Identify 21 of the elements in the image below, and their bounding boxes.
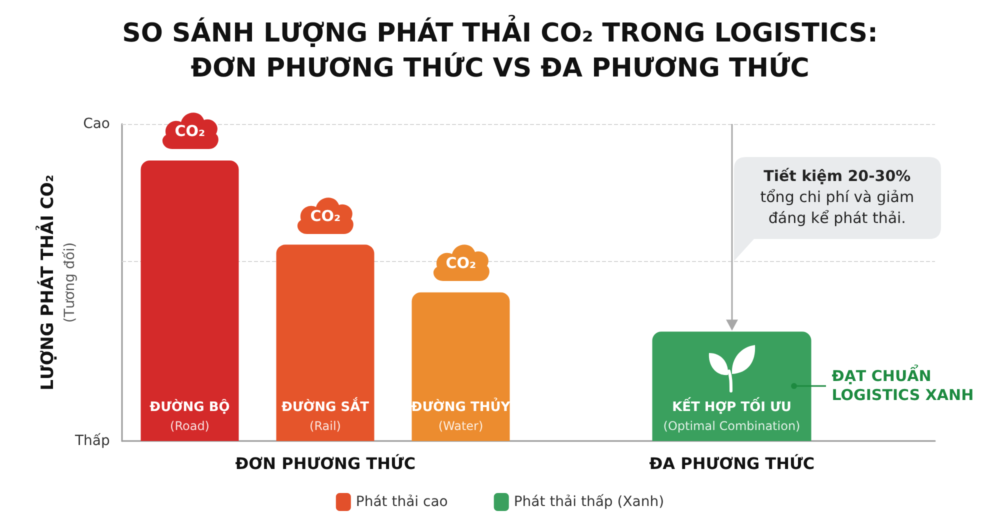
annotation: CO₂ — [310, 206, 341, 225]
legend-label: Phát thải cao — [356, 494, 448, 510]
annotation: CO₂ — [174, 122, 206, 140]
ref-line-label: Cao — [83, 116, 110, 132]
text: ĐA PHƯƠNG THỨC — [649, 453, 815, 475]
bar — [276, 244, 374, 441]
bar — [652, 332, 812, 441]
legend-label: Phát thải thấp (Xanh) — [514, 494, 664, 510]
y-axis-title: LƯỢNG PHÁT THẢI CO₂ (Tương đối) — [35, 174, 78, 390]
bar — [140, 160, 239, 441]
text: Thấp — [75, 432, 110, 450]
x-tick-label: KẾT HỢP TỐI ƯU (Optimal Combination) — [663, 397, 800, 433]
text: ĐƠN PHƯƠNG THỨC — [235, 453, 416, 475]
x-tick-label: ĐƯỜNG BỘ (Road) — [150, 398, 230, 433]
x-tick-label: ĐƯỜNG THỦY (Water) — [411, 397, 511, 433]
annotation: CO₂ — [446, 254, 476, 272]
annotation: Tiết kiệm 20-30% tổng chi phí và giảm đáng kể phát thải. — [760, 166, 914, 229]
chart-title: SO SÁNH LƯỢNG PHÁT THẢI CO₂ TRONG LOGISTICS: ĐƠN PHƯƠNG THỨC VS ĐA PHƯƠNG THỨC — [122, 14, 878, 84]
x-tick-label: ĐƯỜNG SẮT (Rail) — [282, 397, 370, 433]
bar — [412, 292, 510, 441]
annotation: ĐẠT CHUẨN LOGISTICS XANH — [832, 367, 974, 406]
